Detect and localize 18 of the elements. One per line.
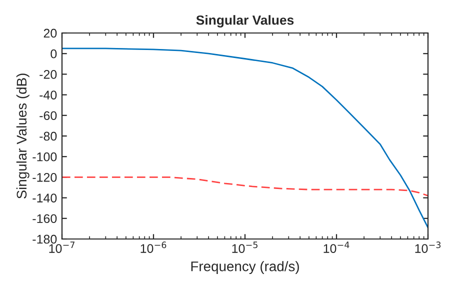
y-tick-label: -80 [40, 132, 57, 141]
y-tick-label: -180 [32, 234, 57, 244]
y-tick-label: 20 [44, 28, 57, 38]
y-tick-label: 0 [50, 49, 57, 58]
x-tick-label: 10$^{−4}$ [324, 242, 350, 253]
x-tick-label: 10$^{−3}$ [415, 242, 441, 253]
x-tick-label: 10$^{−6}$ [140, 242, 166, 253]
y-tick-label: -160 [32, 214, 57, 224]
y-tick-label: -100 [32, 152, 57, 162]
x-axis-title: Frequency (rad/s) [191, 261, 299, 274]
y-tick-label: -120 [32, 173, 57, 182]
y-tick-label: -60 [40, 111, 57, 120]
y-tick-label: -40 [40, 90, 57, 100]
x-tick-label: 10$^{−5}$ [232, 242, 258, 253]
chart-title: Singular Values [196, 15, 294, 28]
y-axis-title: Singular Values (dB) [16, 74, 30, 199]
y-tick-label: -140 [32, 194, 57, 202]
y-tick-label: -20 [40, 70, 57, 79]
